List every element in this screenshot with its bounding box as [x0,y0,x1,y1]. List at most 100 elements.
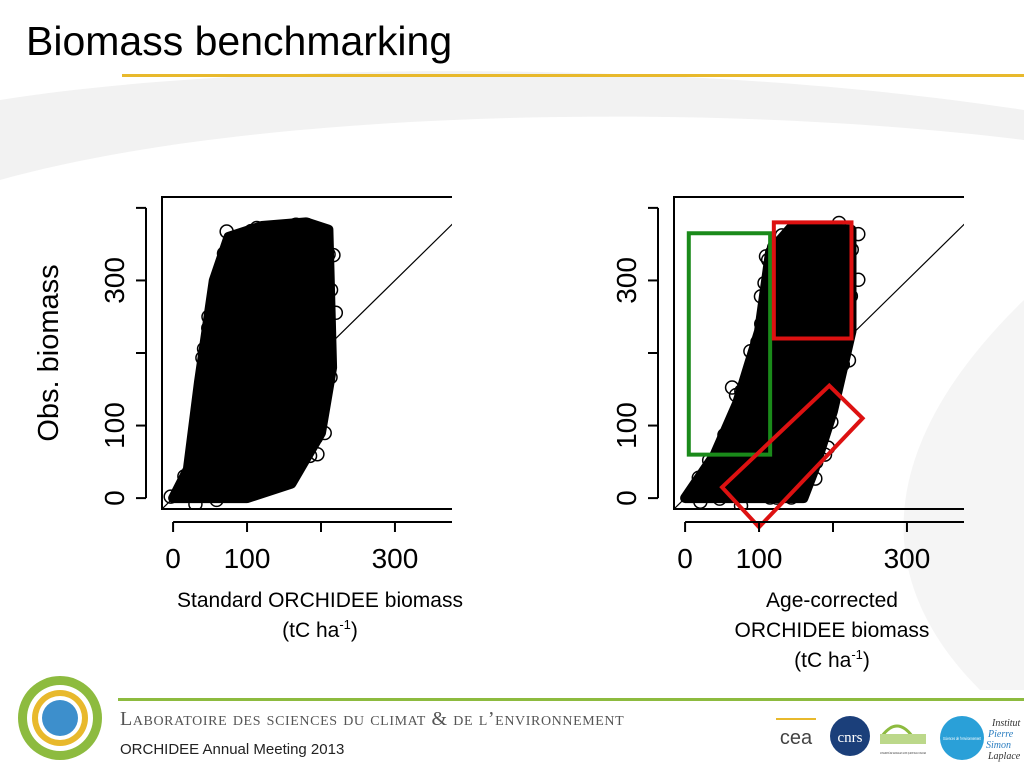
page-title: Biomass benchmarking [26,18,453,64]
data-point [823,291,839,306]
data-point [797,438,813,454]
data-point [219,224,234,239]
data-point [832,304,848,319]
data-point [263,308,279,323]
data-point [728,468,744,483]
data-point [200,455,216,471]
data-point [705,480,721,496]
x-axis-unit: (tC ha-1) [282,617,358,642]
data-point [271,339,286,354]
x-tick-label: 100 [736,543,783,574]
data-point [747,382,762,397]
data-point [731,418,747,434]
x-axis-unit: (tC ha-1) [794,647,870,672]
data-layer [162,217,452,509]
data-point [308,304,324,320]
scatter-plot-age-corrected-svg: 0 100 300 0 100 300 [611,196,964,574]
data-point [184,468,199,484]
uvsq-logo-text: UNIVERSITÉ DE VERSAILLES SAINT-QUENTIN-E… [880,750,926,755]
data-point [222,470,237,486]
data-point [272,390,288,405]
x-axis-caption-age-corrected: Age-corrected ORCHIDEE biomass (tC ha-1) [652,586,1012,676]
data-point [282,436,298,451]
data-point [813,235,828,251]
data-point [293,273,309,288]
data-point [260,382,276,397]
data-point [198,416,213,431]
data-point [795,351,811,366]
data-point [265,223,281,239]
x-axis-label: Age-corrected ORCHIDEE biomass [734,589,930,642]
data-point [303,382,319,397]
data-point [301,403,316,419]
data-point [812,406,827,422]
data-point [736,458,752,473]
data-point [789,282,804,298]
data-point [289,330,304,345]
data-point [741,437,756,452]
data-point [758,346,774,362]
data-point [812,349,827,365]
data-point [273,265,288,281]
ipsl-logo-line-4: Laplace [987,751,1021,762]
data-point [802,232,817,247]
data-point [841,251,856,267]
ipsl-logo: Institut Pierre Simon Laplace [986,718,1021,762]
data-point [163,489,178,504]
x-axis-caption-standard: Standard ORCHIDEE biomass (tC ha-1) [140,586,500,646]
data-point [796,303,811,319]
plot-frame [161,196,452,510]
uvsq-logo: UNIVERSITÉ DE VERSAILLES SAINT-QUENTIN-E… [880,724,926,755]
data-point [188,496,203,509]
data-point [240,439,256,455]
data-point [834,349,850,365]
data-point [754,316,769,332]
data-point [304,221,320,236]
data-point [270,350,286,366]
data-point [216,393,232,409]
cnrs-logo: cnrs [830,716,870,756]
data-point [251,224,266,239]
data-point [774,480,790,496]
data-point [209,492,224,508]
scatter-plot-standard-svg: 0 100 300 0 100 300 Obs. biomass [33,196,452,574]
data-point [200,376,215,391]
data-point [328,305,344,321]
data-point [301,415,317,430]
data-point [265,434,281,450]
data-point [771,366,787,381]
data-point [217,454,233,470]
data-point [793,428,809,443]
data-point [263,229,279,245]
data-point [219,370,234,385]
data-point [774,461,790,476]
data-point [245,268,261,283]
data-point [797,444,812,459]
ipsl-logo-line-2: Pierre [987,729,1014,740]
data-point [292,355,307,370]
x-tick-label: 100 [224,543,271,574]
data-point [814,260,829,276]
data-point [799,255,814,271]
data-point [204,362,220,378]
data-point [217,294,233,310]
data-point [835,357,851,372]
data-point [731,466,746,481]
data-point [302,448,318,464]
data-point [276,413,292,429]
data-point [760,412,775,428]
data-point [312,285,327,300]
data-point [281,376,296,392]
data-point [801,447,816,462]
data-point [834,322,849,338]
data-point [201,464,216,480]
data-point [267,289,282,305]
data-point [223,339,239,355]
x-tick-label: 0 [165,543,181,574]
data-point [194,435,209,451]
data-point [805,447,820,462]
data-point [762,490,778,505]
data-point [292,292,308,308]
data-point [724,444,739,460]
data-point [798,312,814,328]
